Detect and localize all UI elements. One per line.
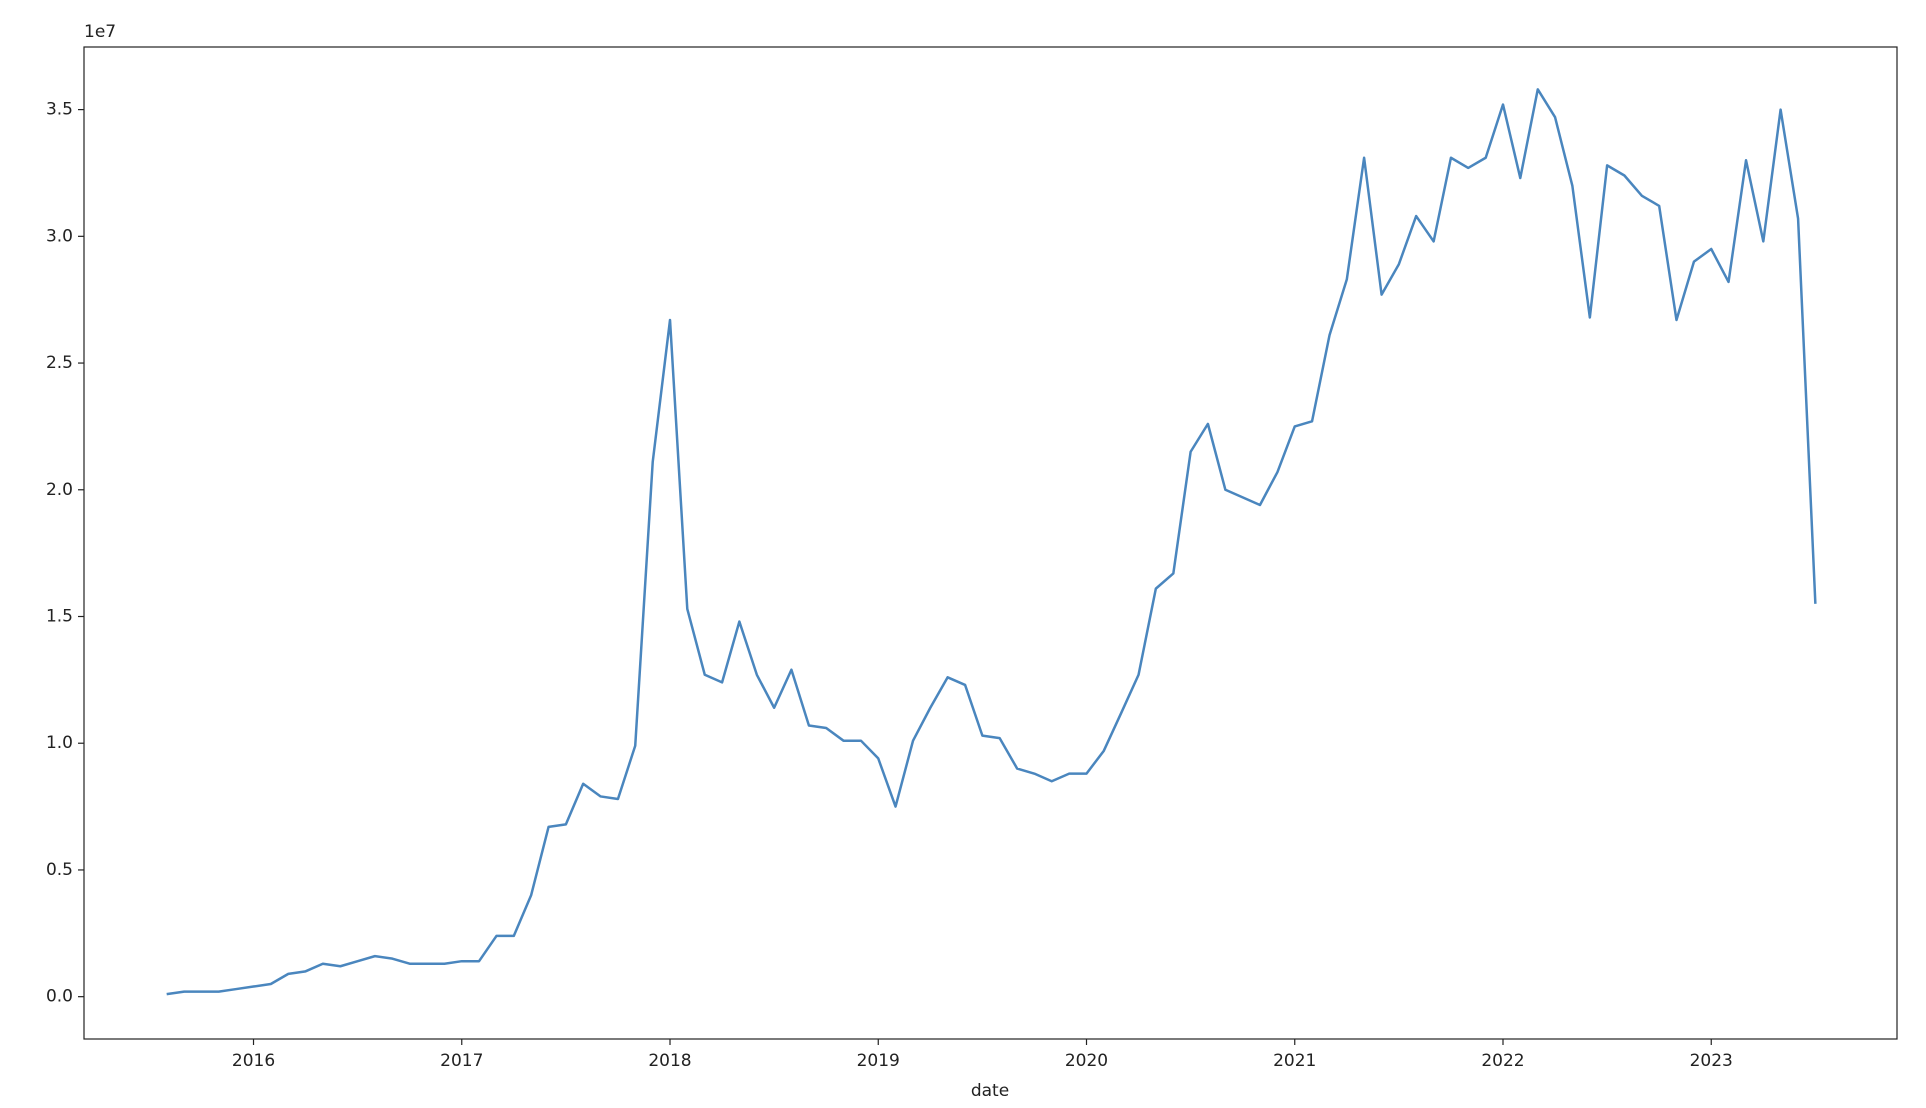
x-tick-label: 2018 bbox=[648, 1051, 691, 1071]
y-tick-label: 2.0 bbox=[46, 480, 73, 500]
y-tick-label: 2.5 bbox=[46, 353, 73, 373]
x-tick-label: 2020 bbox=[1065, 1051, 1108, 1071]
plot-frame bbox=[83, 46, 1898, 1040]
y-tick-label: 0.0 bbox=[46, 987, 73, 1007]
y-tick-label: 1.5 bbox=[46, 607, 73, 627]
x-tick-label: 2016 bbox=[232, 1051, 275, 1071]
y-tick-label: 3.0 bbox=[46, 226, 73, 246]
y-tick-label: 1.0 bbox=[46, 733, 73, 753]
x-tick-label: 2021 bbox=[1273, 1051, 1316, 1071]
x-tick-label: 2022 bbox=[1481, 1051, 1524, 1071]
y-offset-label: 1e7 bbox=[84, 22, 116, 42]
x-tick-label: 2019 bbox=[857, 1051, 900, 1071]
data-line bbox=[166, 88, 1817, 996]
x-tick-label: 2017 bbox=[440, 1051, 483, 1071]
x-axis-label: date bbox=[971, 1081, 1009, 1101]
y-tick-label: 0.5 bbox=[46, 860, 73, 880]
x-tick-label: 2023 bbox=[1690, 1051, 1733, 1071]
y-tick-label: 3.5 bbox=[46, 100, 73, 120]
